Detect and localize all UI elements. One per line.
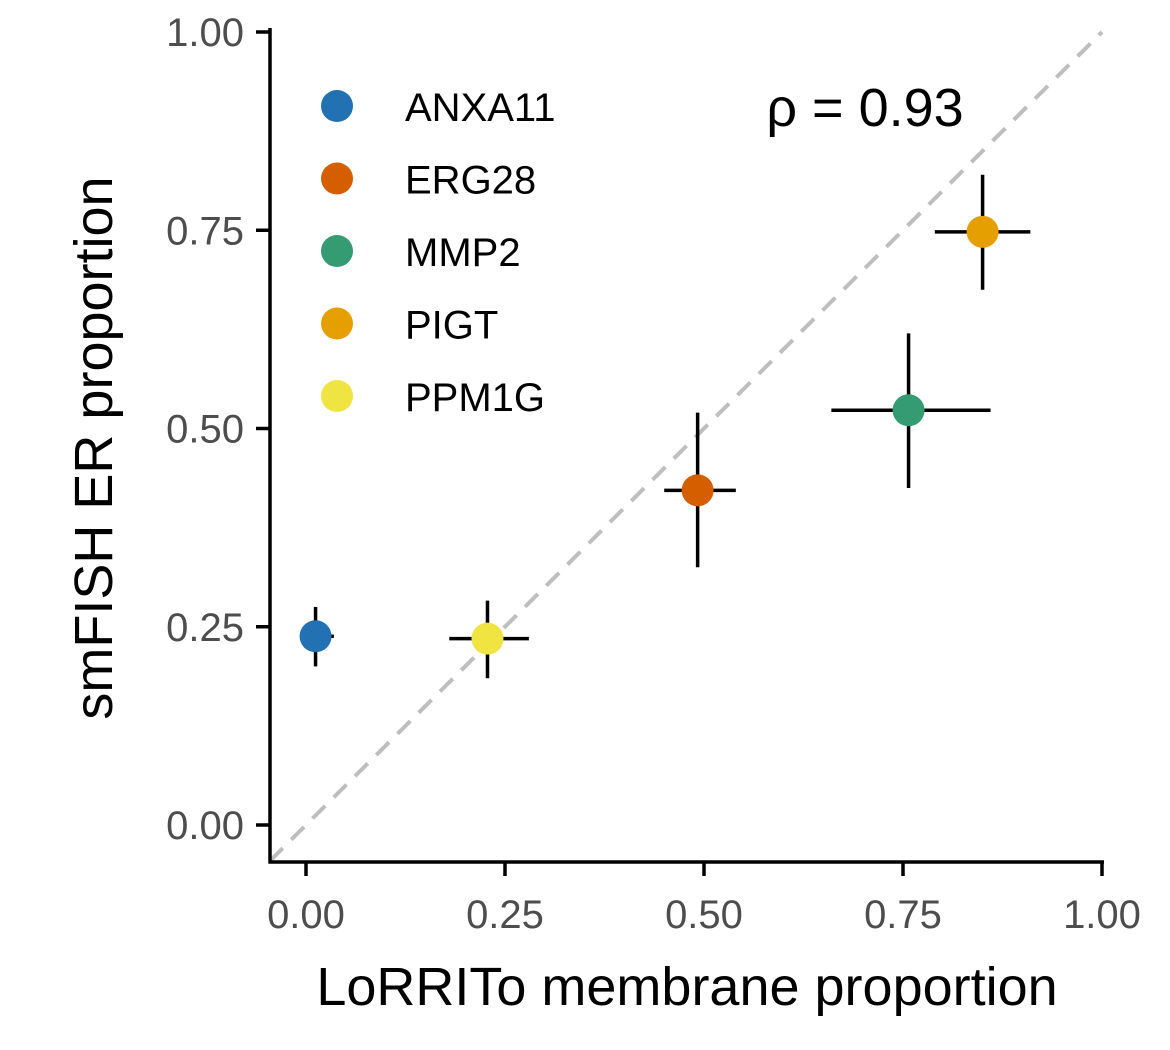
legend-marker-anxa11 — [321, 90, 353, 122]
x-tick-label: 0.00 — [267, 893, 345, 937]
legend-label-erg28: ERG28 — [405, 159, 536, 203]
legend-marker-pigt — [321, 307, 353, 340]
y-tick-label: 0.25 — [166, 606, 244, 650]
y-tick-label: 1.00 — [166, 11, 244, 55]
y-tick-label: 0.50 — [166, 408, 244, 452]
legend-label-mmp2: MMP2 — [405, 231, 521, 275]
data-point-ppm1g — [471, 622, 504, 655]
axes-layer: 0.00 0.25 0.50 0.75 1.00 0.00 0.25 0.50 0.75 1.00 — [166, 11, 1141, 937]
points-layer — [299, 215, 999, 655]
x-tick-label: 0.75 — [864, 893, 942, 937]
x-tick-label: 0.25 — [466, 893, 544, 937]
legend-label-anxa11: ANXA11 — [405, 86, 555, 130]
legend-marker-erg28 — [321, 162, 353, 195]
data-point-pigt — [966, 215, 999, 248]
legend-marker-mmp2 — [321, 235, 353, 267]
legend-label-pigt: PIGT — [405, 304, 498, 348]
legend-marker-ppm1g — [321, 380, 353, 412]
identity-reference-line — [268, 30, 1104, 863]
correlation-annotation: ρ = 0.93 — [766, 78, 963, 138]
x-tick-label: 1.00 — [1063, 893, 1141, 937]
y-tick-label: 0.00 — [166, 804, 244, 848]
data-point-anxa11 — [299, 620, 332, 653]
x-axis-title: LoRRITo membrane proportion — [316, 957, 1057, 1017]
y-axis-title: smFISH ER proportion — [64, 176, 124, 719]
reference-line-layer — [268, 30, 1104, 863]
y-tick-label: 0.75 — [166, 209, 244, 253]
legend: ANXA11 ERG28 MMP2 PIGT PPM1G — [321, 86, 555, 420]
legend-label-ppm1g: PPM1G — [405, 376, 545, 420]
x-tick-label: 0.50 — [665, 893, 743, 937]
data-point-mmp2 — [892, 394, 925, 427]
data-point-erg28 — [681, 474, 714, 507]
